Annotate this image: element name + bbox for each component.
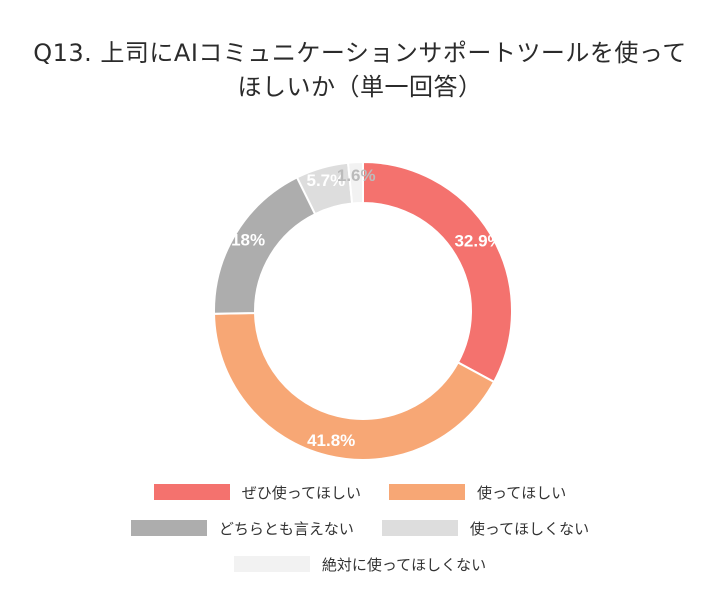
legend-swatch-tsukatte [389,484,465,500]
chart-title: Q13. 上司にAIコミュニケーションサポートツールを使って ほしいか（単一回答… [0,36,720,104]
chart-legend: ぜひ使ってほしい 使ってほしい どちらとも言えない 使ってほしくない 絶対に使っ… [0,474,720,582]
legend-item-tsukatte[interactable]: 使ってほしい [389,482,566,503]
legend-item-dochira[interactable]: どちらとも言えない [130,518,354,539]
legend-item-hoshikunai[interactable]: 使ってほしくない [381,518,590,539]
legend-swatch-dochira [130,520,207,536]
legend-label-dochira: どちらとも言えない [218,519,354,538]
data-label-zettai: 1.6% [337,166,376,185]
donut-slice-zehi[interactable] [362,160,513,384]
legend-row-1: ぜひ使ってほしい 使ってほしい [0,474,720,510]
donut-slice-tsukatte[interactable] [213,312,496,461]
data-label-hoshikunai: 5.7% [307,171,346,190]
chart-title-line-1: Q13. 上司にAIコミュニケーションサポートツールを使って [33,39,687,67]
data-label-tsukatte: 41.8% [307,431,355,450]
legend-item-zettai[interactable]: 絶対に使ってほしくない [233,554,487,575]
legend-row-2: どちらとも言えない 使ってほしくない [0,510,720,546]
donut-chart: 32.9% 41.8% 18% 5.7%1.6% [213,160,513,461]
legend-label-hoshikunai: 使ってほしくない [469,519,590,538]
data-label-zehi: 32.9% [454,232,502,251]
legend-label-zehi: ぜひ使ってほしい [241,483,361,502]
legend-label-zettai: 絶対に使ってほしくない [321,555,487,574]
legend-row-3: 絶対に使ってほしくない [0,546,720,582]
legend-swatch-hoshikunai [381,520,458,536]
chart-title-line-2: ほしいか（単一回答） [237,73,483,101]
legend-swatch-zehi [153,484,230,500]
legend-item-zehi[interactable]: ぜひ使ってほしい [153,482,361,503]
legend-swatch-zettai [233,556,310,572]
donut-slice-zettai[interactable] [346,160,364,205]
legend-label-tsukatte: 使ってほしい [477,483,567,502]
data-label-dochira: 18% [231,231,265,250]
